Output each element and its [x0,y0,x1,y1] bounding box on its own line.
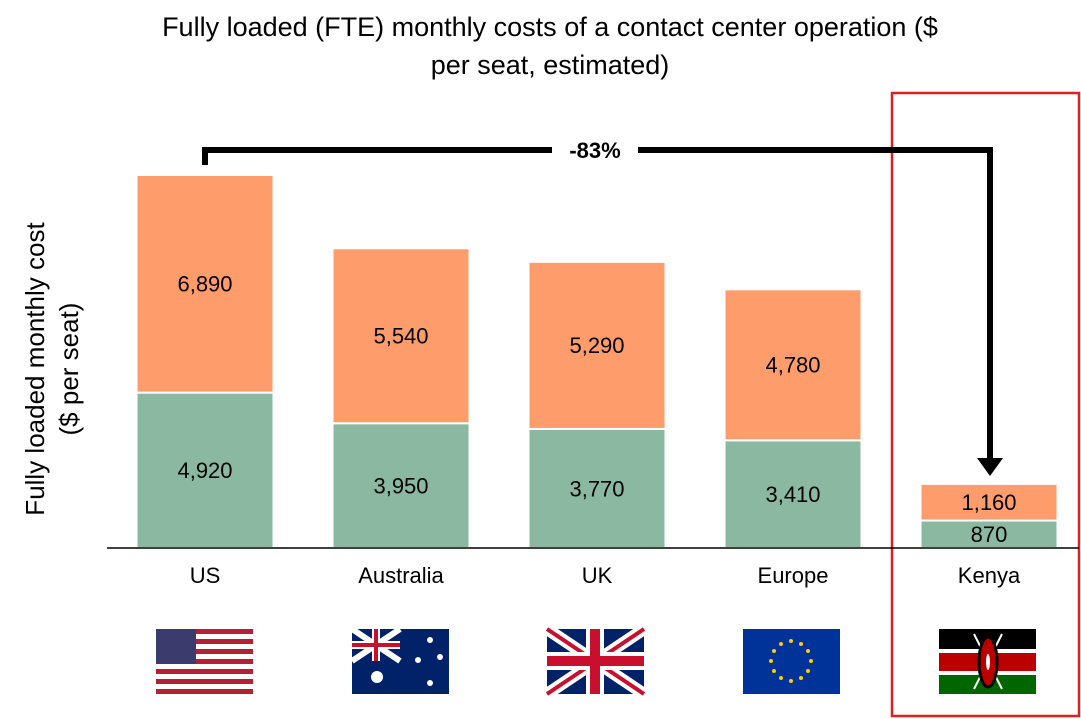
bar-segment [723,439,863,550]
flag-uk [543,624,648,699]
x-tick-label: UK [582,563,613,588]
bar-segment [331,422,471,549]
flag-us [156,629,253,694]
bar-segment [919,482,1059,522]
data-label: 3,410 [765,482,820,507]
bar-segment [331,247,471,425]
data-label: 870 [971,522,1008,547]
x-tick-label: Europe [758,563,829,588]
y-axis-label: Fully loaded monthly cost ($ per seat) [20,222,84,516]
x-tick-label: Australia [358,563,444,588]
bar-segment [135,391,275,549]
annotation: -83% [569,138,620,163]
data-label: 3,770 [569,476,624,501]
bar-segment [527,260,667,430]
flag-kenya [939,629,1036,694]
bar-segment [723,288,863,442]
data-label: 6,890 [177,272,232,297]
bar-segment [527,427,667,550]
bar-segment [135,174,275,394]
data-label: 3,950 [373,473,428,498]
x-tick-label: US [190,563,221,588]
data-label: 4,780 [765,353,820,378]
x-tick-label: Kenya [958,563,1021,588]
data-label: 4,920 [177,458,232,483]
highlight-box [890,91,1081,718]
data-label: 5,540 [373,324,428,349]
flag-australia [350,626,449,694]
data-label: 1,160 [961,490,1016,515]
annotation-bg [552,136,638,166]
flag-eu [743,629,840,694]
data-label: 5,290 [569,333,624,358]
chart-title: Fully loaded (FTE) monthly costs of a co… [162,12,938,80]
arrowhead [977,458,1003,476]
